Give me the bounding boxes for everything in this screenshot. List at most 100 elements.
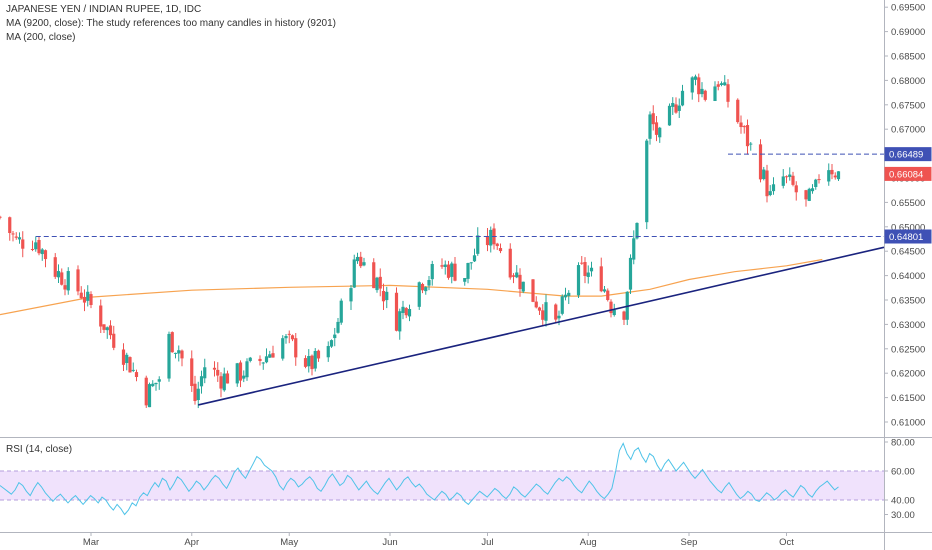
rsi-band [0, 471, 884, 500]
candle-up [476, 235, 480, 254]
candle-down [82, 296, 87, 303]
candle-down [817, 179, 821, 181]
candle-down [498, 248, 503, 252]
candle-up [131, 369, 135, 371]
candle-down [8, 217, 12, 234]
candle-down [580, 262, 584, 264]
candle-up [125, 354, 129, 364]
price-tag-label: 0.64801 [889, 232, 923, 243]
price-tick-label: 0.68000 [891, 76, 925, 87]
candle-down [745, 125, 750, 147]
candle-up [167, 333, 171, 379]
candle-up [648, 114, 652, 139]
candle-up [814, 179, 818, 187]
price-tick-label: 0.64000 [891, 271, 925, 282]
candle-up [560, 296, 564, 314]
candle-up [771, 184, 776, 192]
price-tick-label: 0.65500 [891, 198, 925, 209]
candle-up [352, 259, 356, 288]
candle-up [173, 352, 178, 354]
candle-up [398, 311, 402, 332]
candle-up [836, 171, 841, 180]
candle-up [261, 362, 265, 364]
candle-up [362, 262, 366, 266]
candle-up [105, 327, 109, 331]
candle-up [157, 379, 161, 382]
ma-9200-legend[interactable]: MA (9200, close): The study references t… [6, 18, 336, 29]
candle-up [196, 388, 200, 401]
candle-up [680, 90, 685, 106]
candle-up [339, 300, 343, 323]
price-tick-label: 0.69000 [891, 27, 925, 38]
candle-up [66, 271, 70, 291]
last-price-tag-fill [885, 167, 931, 181]
candle-up [427, 279, 431, 286]
candle-up [781, 176, 785, 186]
rsi-legend[interactable]: RSI (14, close) [6, 444, 73, 455]
candle-up [693, 76, 698, 80]
candle-up [557, 315, 561, 319]
candle-down [76, 269, 80, 292]
ma200-line [0, 258, 823, 316]
candle-up [40, 249, 44, 255]
candle-down [30, 248, 35, 250]
candle-up [235, 363, 239, 384]
time-tick-label: Apr [184, 537, 199, 548]
candle-down [144, 377, 148, 406]
candle-down [11, 233, 15, 235]
level-price-tag [884, 229, 932, 244]
candle-down [534, 301, 538, 308]
candle-down [53, 257, 57, 277]
price-tick-label: 0.62500 [891, 344, 925, 355]
candle-up [336, 321, 340, 333]
candle-up [222, 373, 226, 391]
candle-down [804, 190, 808, 200]
candle-up [355, 256, 360, 262]
candle-up [762, 169, 766, 180]
candle-down [485, 235, 490, 246]
candle-down [508, 248, 512, 278]
candle-up [385, 291, 389, 301]
drawings[interactable] [35, 153, 885, 406]
candle-up [245, 361, 249, 378]
candle-down [742, 126, 746, 128]
candle-down [453, 263, 457, 281]
candle-up [268, 354, 272, 358]
candle-up [417, 282, 421, 307]
candle-down [495, 243, 499, 247]
support-trendline [198, 246, 885, 406]
candle-up [645, 140, 649, 223]
candle-down [739, 122, 743, 128]
candle-down [193, 383, 197, 402]
candle-down [794, 185, 798, 193]
candle-down [180, 350, 184, 359]
time-axis[interactable]: Mar Apr May Jun Jul Aug Sep Oct [83, 532, 794, 548]
candle-down [225, 373, 230, 384]
rsi-panel: 80.00 60.00 40.00 30.00 [0, 438, 915, 521]
candle-down [830, 169, 834, 175]
candle-down [0, 216, 2, 218]
candle-down [102, 324, 106, 330]
candle-up [723, 82, 727, 86]
candle-down [14, 236, 18, 238]
candle-up [544, 302, 548, 321]
candle-down [170, 332, 174, 353]
candle-down [765, 170, 769, 197]
candle-up [635, 222, 639, 239]
price-axis[interactable]: 0.61000 0.61500 0.62000 0.62500 0.63000 0.635… [884, 3, 932, 429]
candle-up [430, 264, 434, 280]
candle-up [307, 356, 311, 367]
candle-down [583, 262, 587, 276]
ma-200-legend[interactable]: MA (200, close) [6, 32, 76, 43]
candle-down [258, 358, 262, 362]
candle-up [264, 356, 269, 363]
candle-up [576, 265, 581, 296]
ma200-series [0, 258, 823, 316]
candle-down [79, 292, 83, 299]
candle-up [658, 127, 662, 138]
candle-down [697, 77, 701, 95]
time-tick-label: Mar [83, 537, 99, 548]
candle-up [827, 170, 831, 182]
